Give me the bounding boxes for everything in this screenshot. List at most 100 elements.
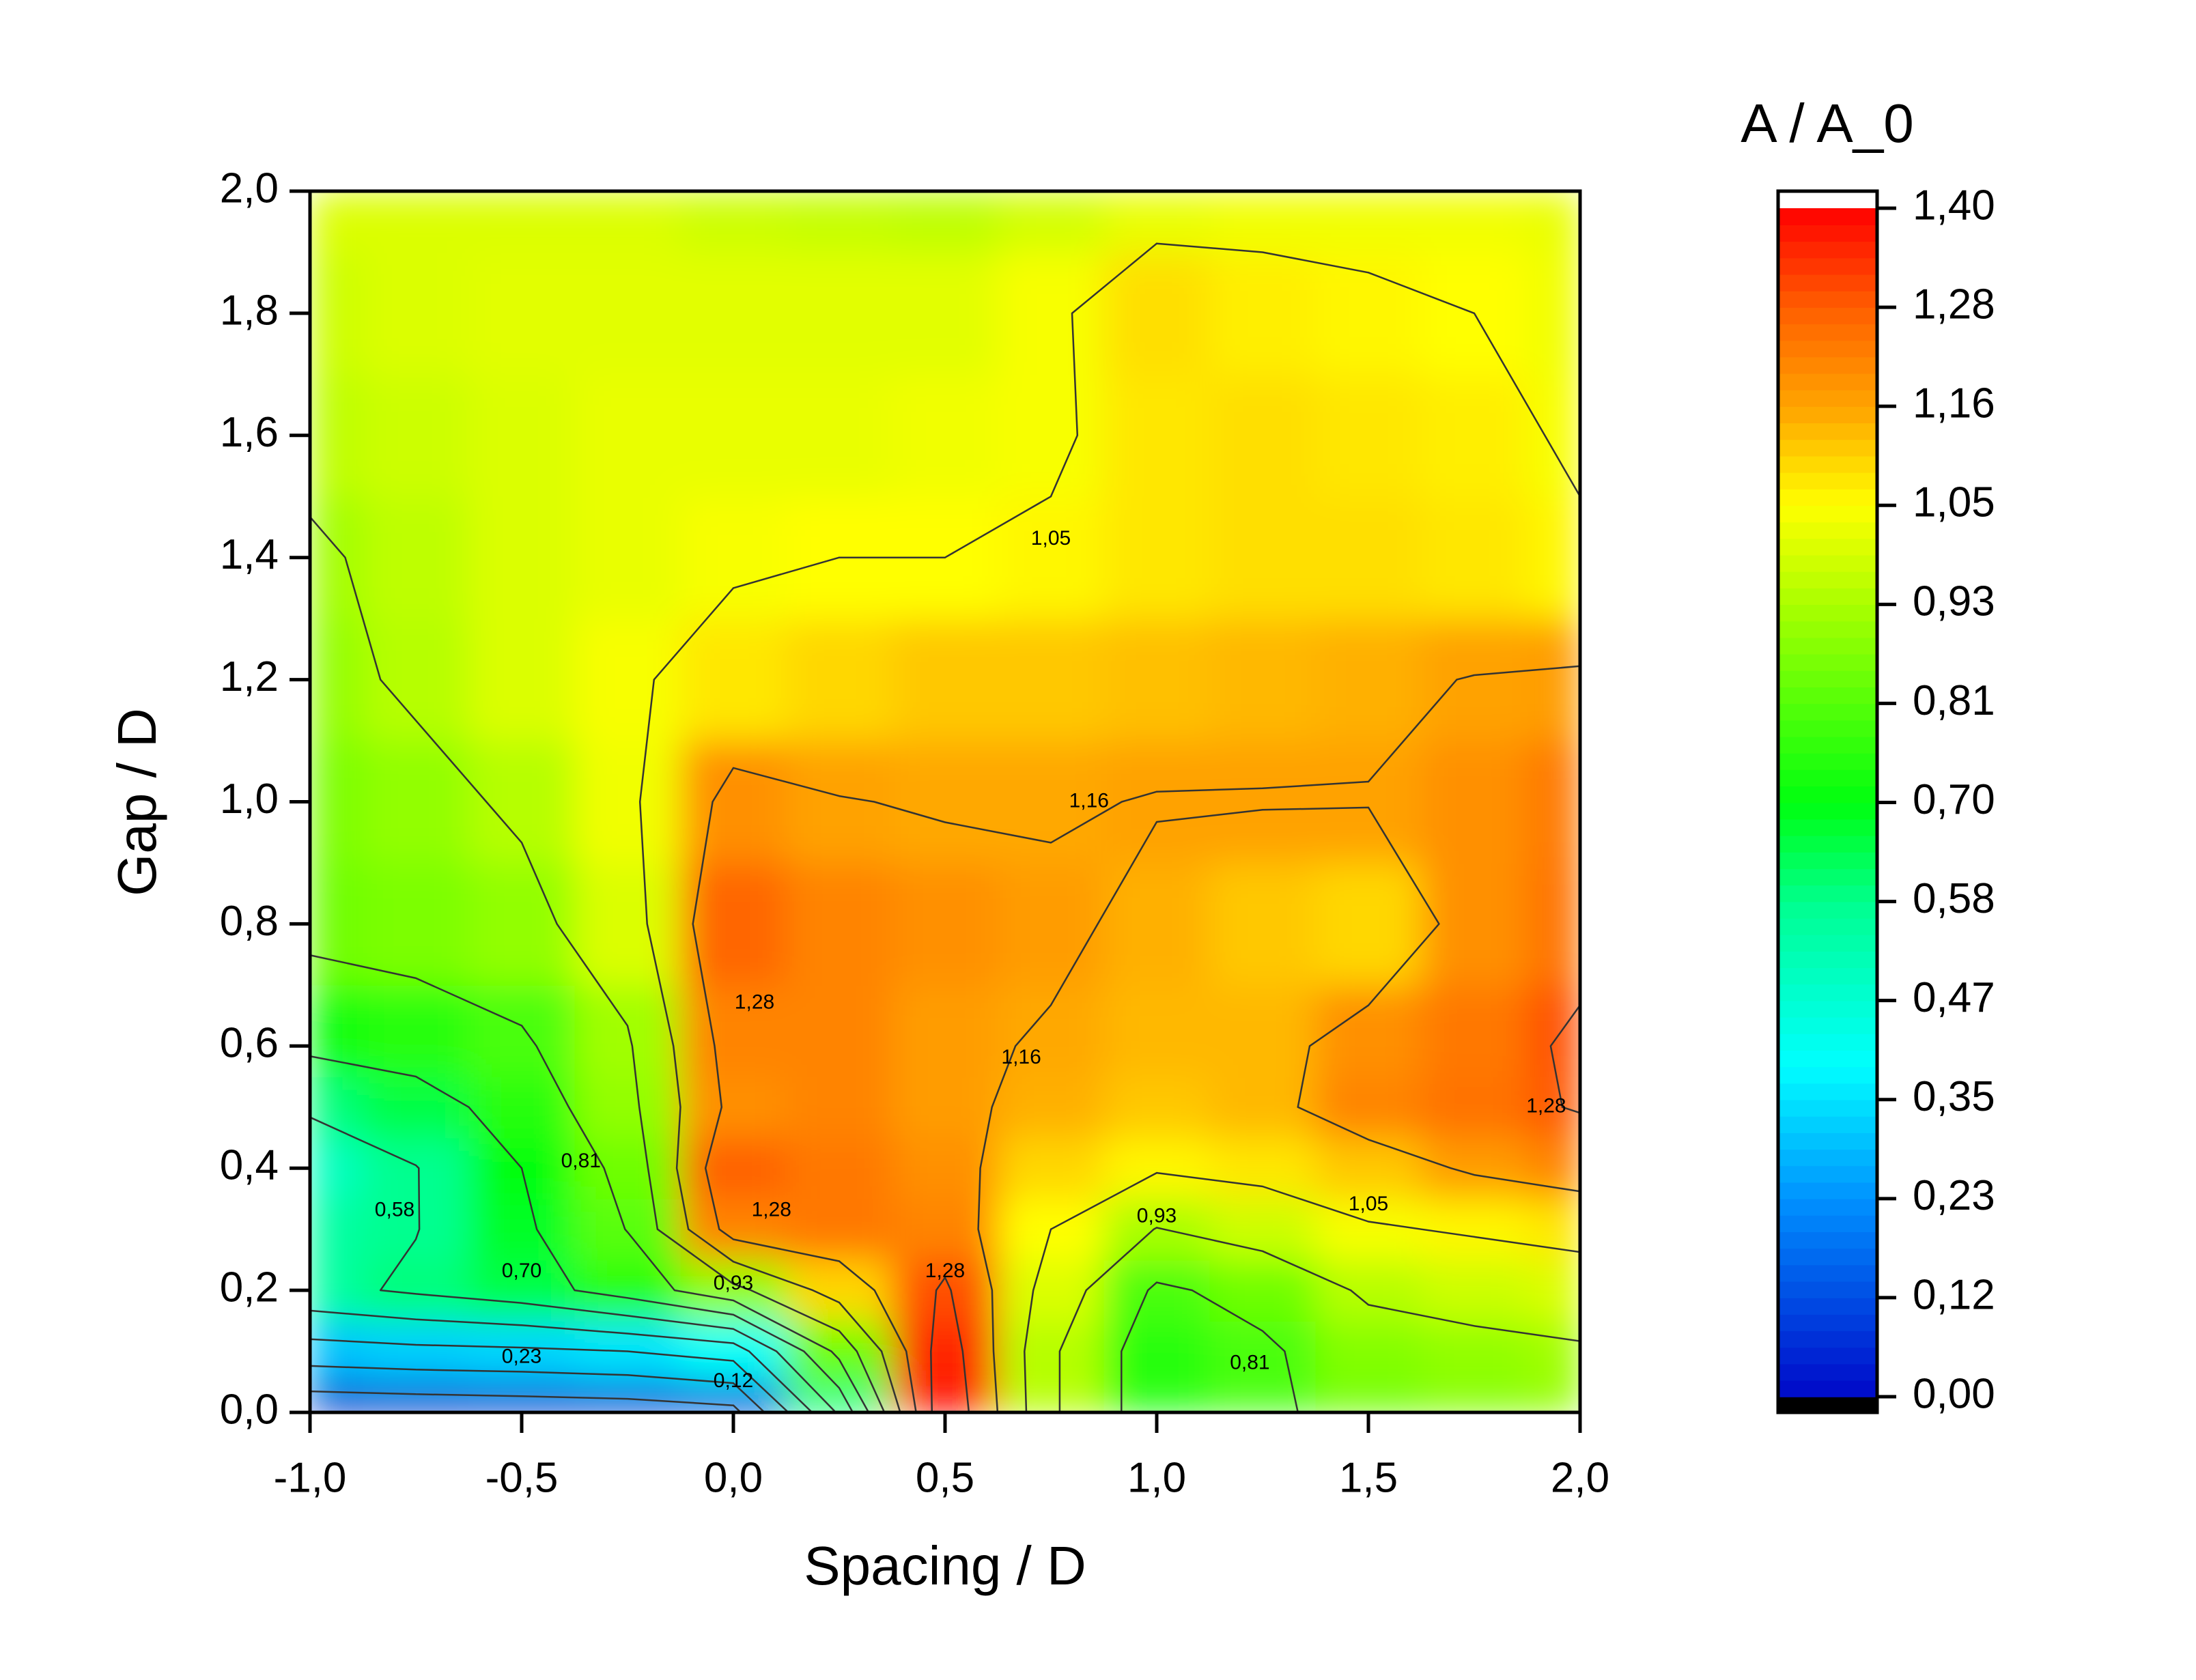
heat-cell (680, 1137, 787, 1199)
colorbar-band (1778, 241, 1877, 259)
x-tick-label: 0,0 (704, 1454, 763, 1501)
heat-cell (892, 1259, 999, 1322)
heat-cell (786, 862, 893, 986)
heat-cell (363, 1259, 470, 1322)
heat-cell (998, 374, 1105, 498)
colorbar-band (1778, 538, 1877, 556)
heat-cell (998, 252, 1105, 375)
heat-cell (1209, 1259, 1317, 1322)
heat-cell (310, 1382, 364, 1412)
colorbar-band (1778, 1000, 1877, 1018)
heat-cell (680, 1259, 787, 1322)
heat-cell (1527, 618, 1580, 742)
colorbar-band (1778, 1314, 1877, 1332)
heat-cell (998, 1382, 1105, 1412)
heat-cell (1209, 191, 1317, 253)
colorbar-band (1778, 588, 1877, 606)
y-axis-label: Gap / D (107, 708, 167, 896)
colorbar-band (1778, 489, 1877, 507)
x-tick-label: -0,5 (485, 1454, 559, 1501)
heat-cell (363, 252, 470, 375)
colorbar-band (1778, 1165, 1877, 1183)
heat-cell (1315, 191, 1422, 253)
colorbar-band (1778, 1330, 1877, 1348)
heat-cell (574, 374, 681, 498)
heat-cell (468, 1198, 576, 1261)
contour-line (930, 1004, 1580, 1412)
heat-cell (363, 1077, 470, 1139)
contour-label: 0,58 (375, 1199, 414, 1221)
heat-cell (1103, 252, 1211, 375)
colorbar-band (1778, 1231, 1877, 1249)
heat-cell (574, 496, 681, 620)
colorbar-tick-label: 0,70 (1913, 776, 1995, 823)
colorbar-band (1778, 786, 1877, 803)
heat-cell (1209, 252, 1317, 375)
colorbar-band (1778, 736, 1877, 754)
heat-cell (1103, 1077, 1211, 1139)
heat-cell (1103, 862, 1211, 986)
heat-cell (892, 252, 999, 375)
heat-cell (892, 191, 999, 253)
heat-cell (1421, 1198, 1528, 1261)
heat-cell (998, 984, 1105, 1078)
colorbar-band (1778, 1182, 1877, 1199)
colorbar-band (1778, 802, 1877, 820)
x-tick-label: -1,0 (274, 1454, 347, 1501)
heat-cell (1421, 1382, 1528, 1412)
colorbar-band (1778, 752, 1877, 770)
colorbar-band (1778, 324, 1877, 341)
heat-cell (1315, 252, 1422, 375)
heat-cell (1209, 1137, 1317, 1199)
colorbar-band (1778, 373, 1877, 390)
colorbar-band (1778, 290, 1877, 308)
heat-cell (310, 741, 364, 864)
heat-cell (1315, 984, 1422, 1078)
heat-cell (1527, 1077, 1580, 1139)
heat-cell (1103, 1320, 1211, 1383)
heat-cell (1421, 496, 1528, 620)
colorbar-band (1778, 1264, 1877, 1282)
heat-cell (1315, 496, 1422, 620)
heat-cell (310, 984, 364, 1078)
y-tick-label: 1,4 (220, 531, 279, 578)
y-tick-label: 1,0 (220, 775, 279, 823)
heat-cell (1315, 1077, 1422, 1139)
heat-cell (310, 496, 364, 620)
x-tick-label: 2,0 (1551, 1454, 1609, 1501)
contour-line (310, 1309, 813, 1412)
colorbar-band (1778, 653, 1877, 671)
heat-cell (892, 1198, 999, 1261)
colorbar-band (1778, 455, 1877, 473)
heat-cell (786, 1382, 893, 1412)
contour-label: 0,23 (502, 1345, 541, 1367)
heat-cell (1527, 252, 1580, 375)
colorbar-band (1778, 522, 1877, 539)
heat-cell (310, 618, 364, 742)
heat-cell (468, 496, 576, 620)
colorbar-band (1778, 1115, 1877, 1133)
contour-label: 1,16 (1069, 789, 1109, 812)
heat-cell (1421, 1320, 1528, 1383)
heat-cell (680, 374, 787, 498)
contour-label: 0,81 (561, 1150, 601, 1172)
heat-cell (892, 1137, 999, 1199)
heat-cell (574, 984, 681, 1078)
y-tick-label: 0,0 (220, 1386, 279, 1433)
colorbar-band (1778, 670, 1877, 688)
contour-label: 0,93 (714, 1272, 753, 1294)
colorbar-band (1778, 818, 1877, 836)
heat-cell (892, 1320, 999, 1383)
heat-cell (1315, 1198, 1422, 1261)
colorbar-band (1778, 868, 1877, 886)
contour-line (310, 1365, 765, 1412)
colorbar-tick-label: 0,47 (1913, 974, 1995, 1021)
heat-cell (892, 1382, 999, 1412)
heat-cell (363, 618, 470, 742)
contour-label: 1,28 (752, 1199, 791, 1221)
overlay: -1,0 -0,5 0,0 0,5 1,0 1,5 2,0 0,0 0,2 0,4 0,6 0,8 1,… (220, 165, 1995, 1501)
heat-cell (574, 862, 681, 986)
colorbar-band (1778, 1016, 1877, 1034)
heat-cell (1103, 618, 1211, 742)
heat-cell (998, 1077, 1105, 1139)
